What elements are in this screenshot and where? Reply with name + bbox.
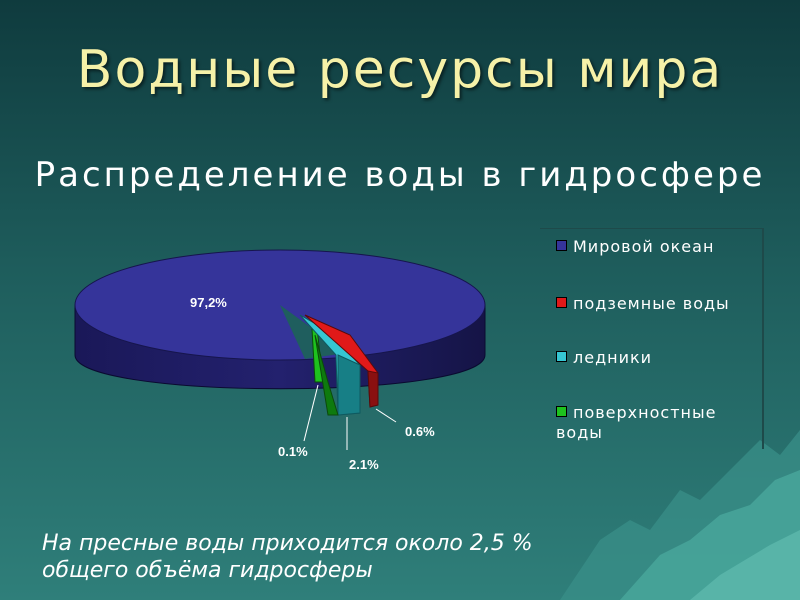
legend-item-ocean: Мировой океан bbox=[556, 237, 756, 257]
slide-title: Водные ресурсы мира bbox=[76, 40, 724, 100]
legend-swatch-groundwater bbox=[556, 297, 567, 308]
data-label-surface: 0.1% bbox=[278, 444, 308, 459]
leader-line-surface bbox=[303, 384, 319, 442]
data-label-groundwater: 0.6% bbox=[405, 424, 435, 439]
legend-label-surface: поверхностные воды bbox=[556, 403, 717, 442]
legend-label-glacier: ледники bbox=[573, 348, 653, 367]
footnote-line-1: На пресные воды приходится около 2,5 % bbox=[42, 531, 533, 556]
legend-item-surface: поверхностные воды bbox=[556, 403, 756, 443]
slide-subtitle: Распределение воды в гидросфере bbox=[34, 155, 766, 195]
data-label-ocean: 97,2% bbox=[190, 295, 227, 310]
legend-swatch-glacier bbox=[556, 351, 567, 362]
footnote: На пресные воды приходится около 2,5 % о… bbox=[42, 530, 682, 584]
legend-label-groundwater: подземные воды bbox=[573, 294, 730, 313]
leader-line-groundwater bbox=[375, 408, 397, 423]
pie-chart: 97,2% 0.6% 2.1% 0.1% bbox=[74, 249, 486, 470]
footnote-line-2: общего объёма гидросферы bbox=[42, 558, 373, 583]
data-label-glacier: 2.1% bbox=[349, 457, 379, 470]
chart-legend: Мировой океан подземные воды ледники пов… bbox=[540, 228, 764, 449]
legend-item-groundwater: подземные воды bbox=[556, 294, 756, 314]
legend-swatch-surface bbox=[556, 406, 567, 417]
legend-swatch-ocean bbox=[556, 240, 567, 251]
legend-label-ocean: Мировой океан bbox=[573, 237, 715, 256]
exploded-slices bbox=[299, 314, 379, 416]
legend-item-glacier: ледники bbox=[556, 348, 756, 368]
